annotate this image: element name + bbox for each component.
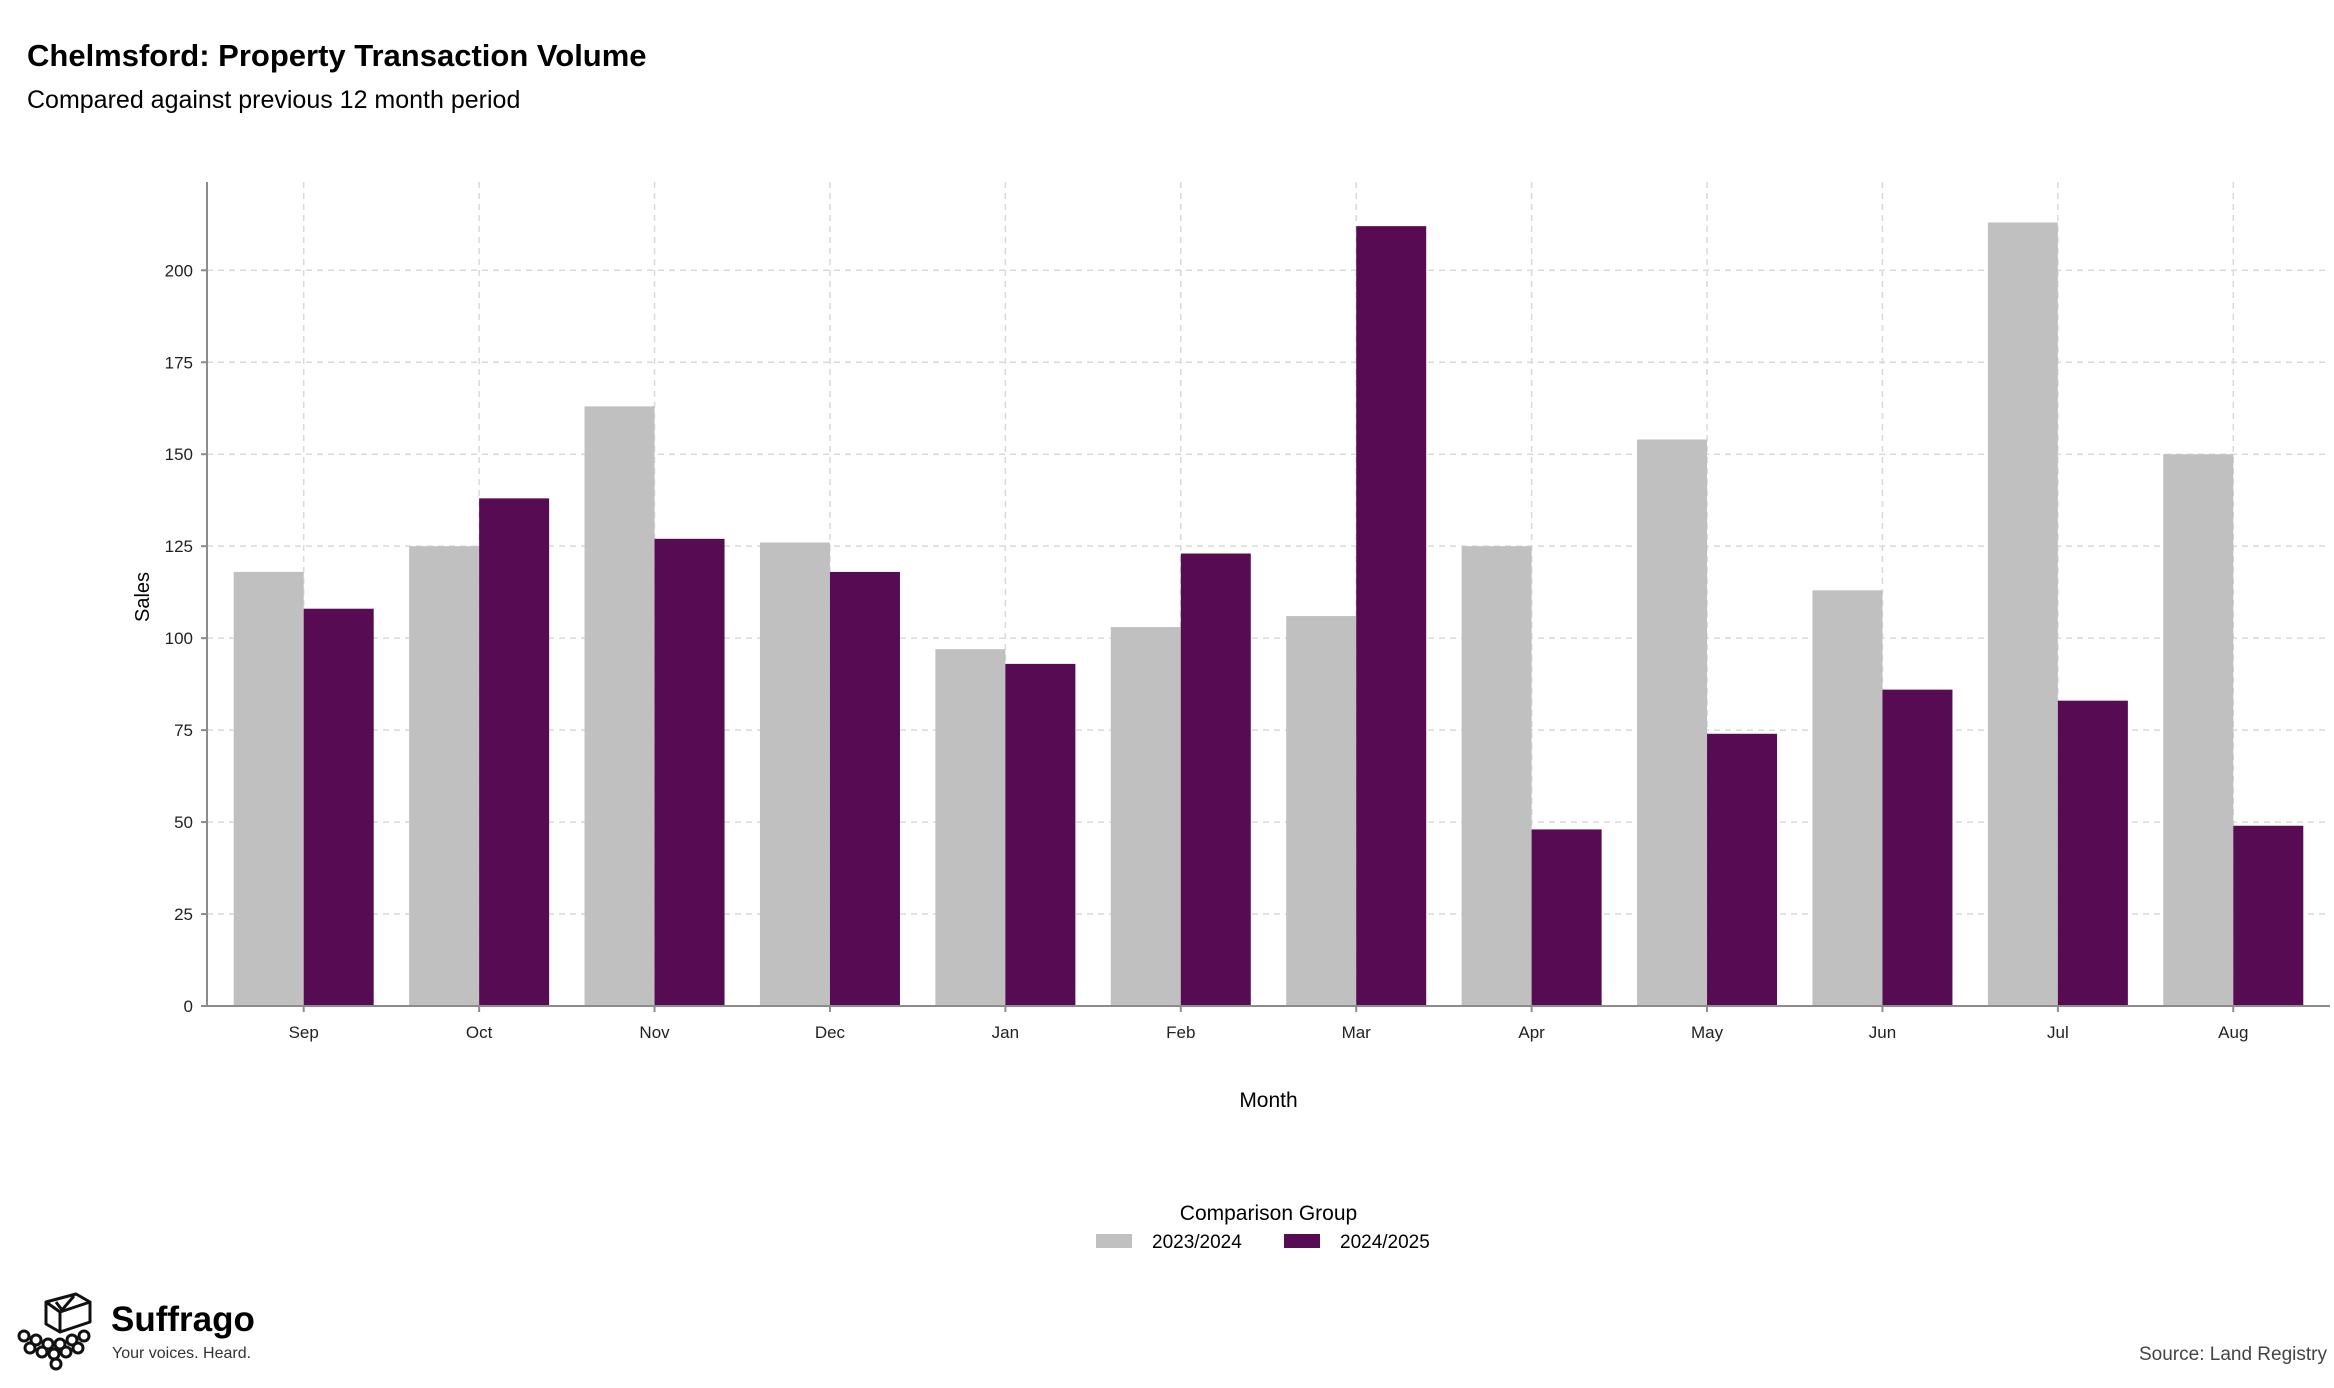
brand-tagline: Your voices. Heard. [112, 1345, 252, 1362]
y-tick-label: 175 [165, 353, 193, 372]
x-tick-label-feb: Feb [1166, 1023, 1195, 1042]
bar-2024-2025-jun [1882, 689, 1953, 1006]
bar-2024-2025-dec [829, 571, 900, 1006]
bar-2023-2024-jan [935, 649, 1006, 1006]
x-tick-label-aug: Aug [2218, 1023, 2248, 1042]
bar-2023-2024-feb [1110, 627, 1181, 1006]
legend-label-2024-2025: 2024/2025 [1340, 1232, 1430, 1253]
bar-2024-2025-sep [303, 608, 374, 1006]
y-tick-label: 150 [165, 445, 193, 464]
legend-title: Comparison Group [1180, 1202, 1357, 1225]
legend-label-2023-2024: 2023/2024 [1152, 1232, 1242, 1253]
x-tick-label-jun: Jun [1869, 1023, 1896, 1042]
x-tick-label-oct: Oct [466, 1023, 493, 1042]
y-tick-label: 25 [174, 905, 193, 924]
bar-2023-2024-apr [1461, 546, 1532, 1006]
bar-2024-2025-may [1707, 733, 1778, 1006]
bar-2023-2024-sep [233, 571, 304, 1006]
brand-name: Suffrago [111, 1300, 255, 1339]
bar-2024-2025-apr [1531, 829, 1602, 1006]
x-tick-label-nov: Nov [639, 1023, 670, 1042]
y-tick-label: 0 [184, 997, 193, 1016]
x-tick-label-jul: Jul [2047, 1023, 2069, 1042]
x-tick-label-jan: Jan [992, 1023, 1019, 1042]
bar-2023-2024-aug [2163, 454, 2234, 1006]
bar-2024-2025-jul [2057, 700, 2128, 1006]
x-tick-label-apr: Apr [1518, 1023, 1545, 1042]
x-tick-label-mar: Mar [1342, 1023, 1372, 1042]
bar-2023-2024-oct [409, 546, 480, 1006]
source-note: Source: Land Registry [2139, 1344, 2327, 1365]
bar-2023-2024-jul [1987, 222, 2058, 1006]
y-tick-label: 100 [165, 629, 193, 648]
legend-swatch-2023-2024 [1096, 1234, 1132, 1248]
y-axis-title: Sales [132, 572, 154, 622]
y-tick-label: 200 [165, 261, 193, 280]
x-axis-title: Month [1239, 1089, 1297, 1112]
bar-2023-2024-dec [759, 542, 830, 1006]
y-tick-label: 125 [165, 537, 193, 556]
bar-2023-2024-mar [1286, 616, 1357, 1006]
bar-2024-2025-oct [479, 498, 550, 1006]
bar-2024-2025-jan [1005, 663, 1076, 1006]
bar-2024-2025-nov [654, 538, 725, 1006]
bar-2023-2024-may [1637, 439, 1708, 1006]
y-tick-label: 50 [174, 813, 193, 832]
bar-2023-2024-nov [584, 406, 655, 1007]
x-tick-label-sep: Sep [289, 1023, 319, 1042]
bar-2024-2025-aug [2233, 825, 2304, 1006]
bar-2023-2024-jun [1812, 590, 1883, 1006]
bar-2024-2025-mar [1356, 226, 1427, 1007]
x-tick-label-may: May [1691, 1023, 1724, 1042]
chart-subtitle: Compared against previous 12 month perio… [27, 86, 521, 114]
chart-title: Chelmsford: Property Transaction Volume [27, 38, 647, 73]
suffrago-logo-icon [17, 1292, 92, 1371]
legend-swatch-2024-2025 [1284, 1234, 1320, 1248]
x-tick-label-dec: Dec [815, 1023, 846, 1042]
bar-2024-2025-feb [1180, 553, 1251, 1006]
y-tick-label: 75 [174, 721, 193, 740]
